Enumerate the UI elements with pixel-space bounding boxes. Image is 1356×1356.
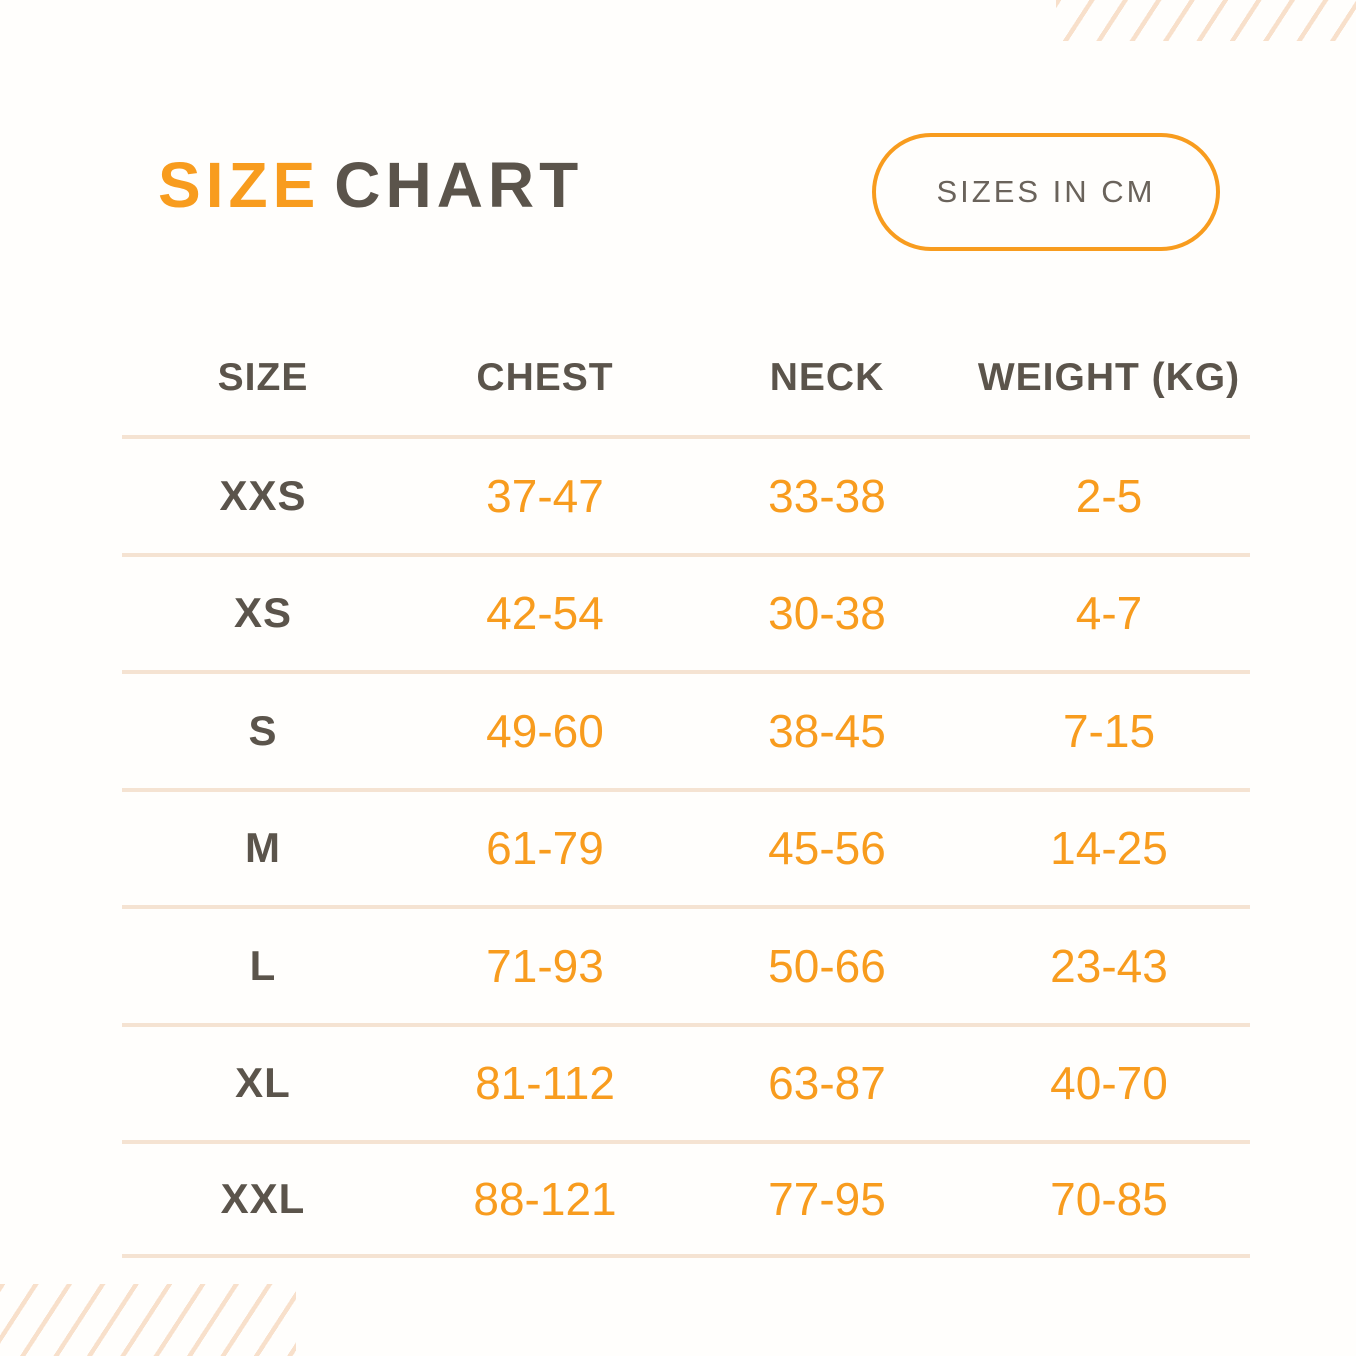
table-row: XL 81-112 63-87 40-70 <box>122 1022 1250 1141</box>
column-header-neck: NECK <box>769 355 885 399</box>
size-chart-table: SIZE CHEST NECK WEIGHT (KG) XXS 37-47 33… <box>122 320 1250 1258</box>
page-title-dark: CHART <box>334 149 584 221</box>
table-row: M 61-79 45-56 14-25 <box>122 787 1250 906</box>
units-badge-label: SIZES IN CM <box>936 174 1156 209</box>
chest-cell: 61-79 <box>486 822 604 875</box>
table-row: XXL 88-121 77-95 70-85 <box>122 1140 1250 1258</box>
neck-cell: 77-95 <box>768 1172 886 1225</box>
table-row: L 71-93 50-66 23-43 <box>122 905 1250 1023</box>
weight-cell: 23-43 <box>1050 939 1168 992</box>
page-title: SIZE CHART <box>158 148 583 222</box>
chest-cell: 49-60 <box>486 704 604 757</box>
chest-cell: 81-112 <box>475 1057 615 1110</box>
size-cell: M <box>245 824 281 872</box>
table-row: S 49-60 38-45 7-15 <box>122 670 1250 788</box>
chest-cell: 42-54 <box>486 587 604 640</box>
corner-hatch-decoration-top-right <box>1056 0 1356 41</box>
column-header-size: SIZE <box>217 355 309 399</box>
size-cell: L <box>249 941 277 989</box>
weight-cell: 7-15 <box>1062 704 1156 757</box>
size-cell: XL <box>235 1059 291 1107</box>
units-badge: SIZES IN CM <box>872 133 1220 251</box>
table-row: XXS 37-47 33-38 2-5 <box>122 435 1250 553</box>
page-title-accent: SIZE <box>158 149 321 221</box>
chest-cell: 88-121 <box>473 1172 617 1225</box>
neck-cell: 33-38 <box>768 469 886 522</box>
size-cell: XS <box>233 589 293 637</box>
chest-cell: 71-93 <box>486 939 604 992</box>
weight-cell: 2-5 <box>1075 469 1143 522</box>
size-cell: XXS <box>219 471 307 519</box>
table-row: XS 42-54 30-38 4-7 <box>122 552 1250 671</box>
weight-cell: 40-70 <box>1050 1057 1168 1110</box>
neck-cell: 50-66 <box>768 939 886 992</box>
neck-cell: 38-45 <box>768 704 886 757</box>
chest-cell: 37-47 <box>486 469 604 522</box>
neck-cell: 30-38 <box>768 587 886 640</box>
weight-cell: 4-7 <box>1075 587 1143 640</box>
size-cell: XXL <box>220 1174 306 1222</box>
corner-hatch-decoration-bottom-left <box>0 1284 296 1356</box>
size-cell: S <box>248 706 278 754</box>
neck-cell: 63-87 <box>768 1057 886 1110</box>
neck-cell: 45-56 <box>768 822 886 875</box>
column-header-chest: CHEST <box>476 355 614 399</box>
table-header-row: SIZE CHEST NECK WEIGHT (KG) <box>122 320 1250 435</box>
column-header-weight: WEIGHT (KG) <box>977 355 1241 399</box>
weight-cell: 14-25 <box>1050 822 1168 875</box>
weight-cell: 70-85 <box>1050 1172 1168 1225</box>
